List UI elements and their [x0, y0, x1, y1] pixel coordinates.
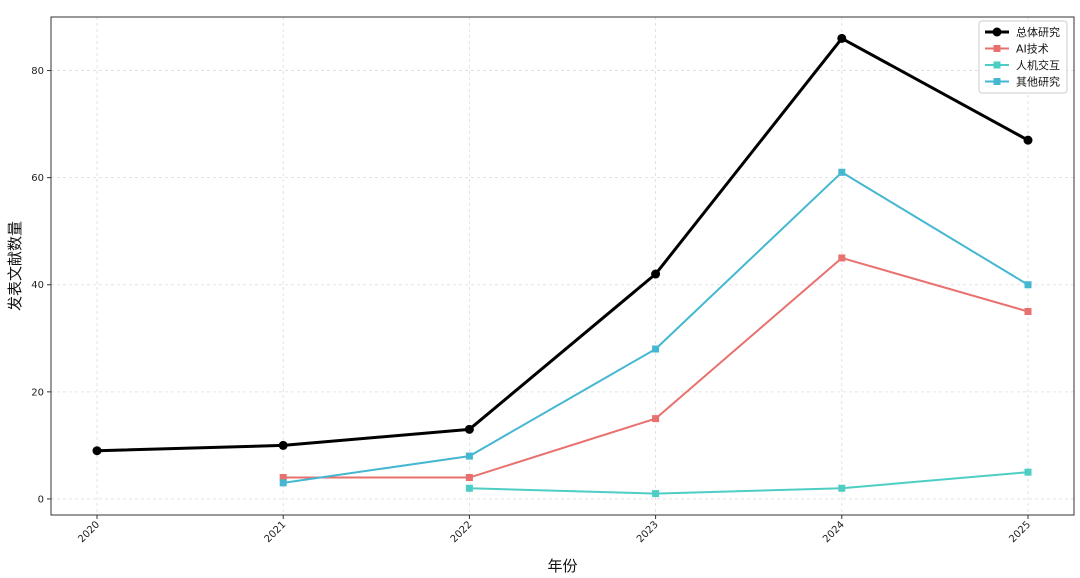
data-point: [279, 479, 287, 487]
legend-label: 人机交互: [1016, 58, 1060, 72]
data-point: [652, 490, 660, 498]
data-point: [838, 254, 846, 262]
data-point: [1023, 135, 1033, 145]
y-tick-label: 20: [31, 387, 44, 398]
data-point: [651, 269, 661, 279]
x-tick-label: 2023: [635, 519, 661, 545]
legend-label: 总体研究: [1016, 25, 1060, 39]
data-point: [838, 484, 846, 492]
y-axis-label: 发表文献数量: [6, 221, 24, 311]
legend-label: 其他研究: [1016, 75, 1060, 89]
data-point: [464, 424, 474, 434]
legend-marker: [993, 45, 1001, 52]
data-point: [1024, 281, 1032, 289]
series-2: [279, 254, 1032, 482]
series-1: [92, 33, 1033, 456]
axes: 0 20 40 60 80 2020 2021 2022 2023 2024 2025: [31, 16, 1075, 545]
y-tick-label: 60: [31, 173, 44, 184]
legend-box: [978, 20, 1068, 94]
y-tick-label: 40: [31, 280, 44, 291]
series-line: [95, 36, 1030, 453]
y-tick-label: 0: [38, 494, 44, 505]
series-4: [279, 168, 1032, 487]
x-tick-label: 2020: [76, 519, 102, 545]
data-point: [465, 474, 473, 482]
data-point: [465, 452, 473, 460]
grid: [51, 17, 1074, 515]
legend-marker: [993, 78, 1001, 85]
data-point: [279, 474, 287, 482]
legend-label: AI技术: [1016, 43, 1049, 56]
x-tick-label: 2025: [1007, 519, 1033, 545]
legend-marker: [993, 61, 1001, 69]
data-point: [92, 446, 102, 456]
plot-frame: [50, 16, 1075, 516]
data-point: [652, 345, 660, 353]
x-tick-label: 2024: [821, 519, 847, 545]
series-line: [468, 471, 1029, 495]
data-point: [652, 415, 660, 423]
data-point: [1024, 468, 1032, 476]
y-tick-label: 80: [31, 66, 44, 77]
data-point: [1024, 308, 1032, 316]
data-point: [278, 440, 288, 450]
data-point: [838, 168, 846, 176]
series-3: [465, 468, 1032, 498]
x-axis-label: 年份: [547, 557, 577, 575]
x-tick-label: 2021: [263, 519, 289, 545]
data-point: [465, 484, 473, 492]
data-point: [837, 33, 847, 43]
legend-marker: [992, 27, 1002, 37]
x-tick-label: 2022: [449, 519, 475, 545]
series-layer: [92, 33, 1033, 498]
